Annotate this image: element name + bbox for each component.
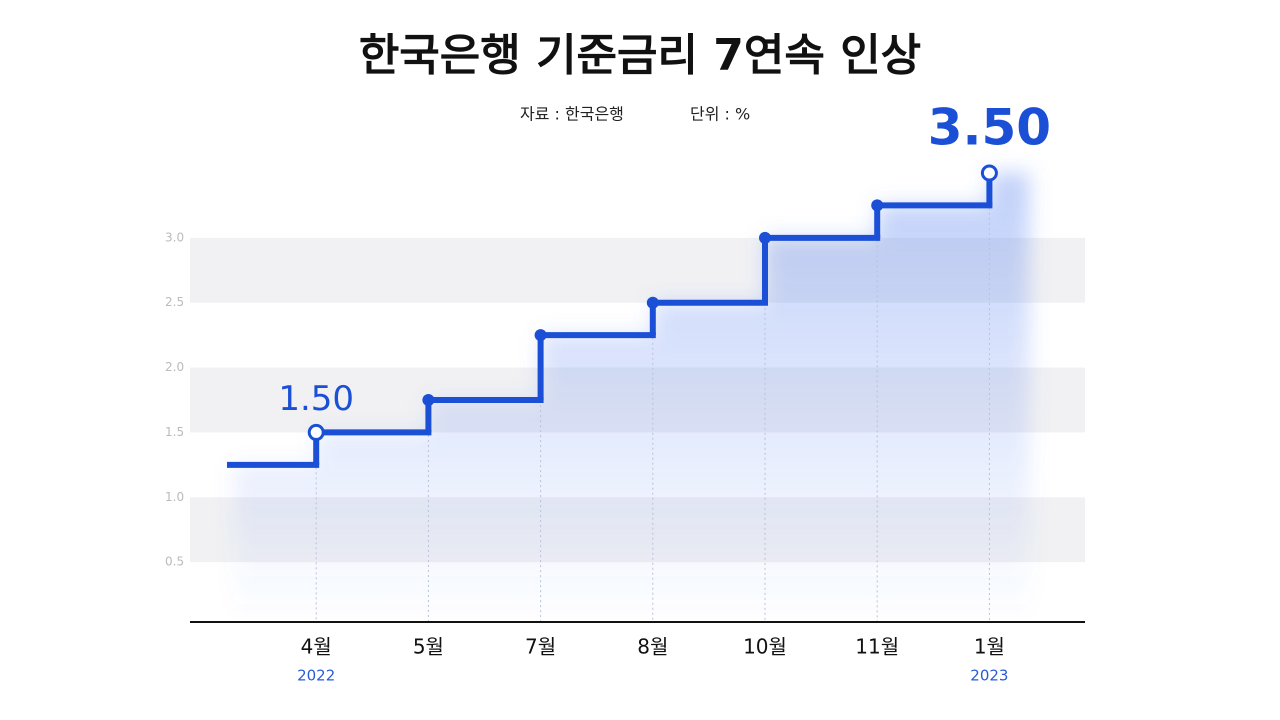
x-tick-label: 11월 [855, 635, 899, 659]
chart-title: 한국은행 기준금리 7연속 인상 [359, 30, 921, 81]
point [759, 231, 771, 244]
area-glow [234, 173, 1030, 622]
year-label: 2023 [970, 667, 1008, 685]
point [422, 394, 435, 406]
y-tick-label: 0.5 [165, 555, 184, 569]
y-tick-label: 1.0 [165, 490, 184, 504]
x-tick-label: 5월 [413, 635, 444, 659]
value-label: 1.50 [278, 379, 354, 419]
source-note: 자료 : 한국은행 [520, 105, 624, 124]
value-label: 3.50 [928, 99, 1051, 157]
point [871, 199, 884, 212]
point [980, 164, 998, 182]
x-tick-label: 8월 [637, 635, 668, 659]
y-tick-label: 3.0 [165, 230, 184, 244]
x-tick-label: 7월 [525, 635, 556, 659]
unit-note: 단위 : % [690, 105, 750, 124]
y-tick-label: 2.5 [165, 295, 184, 309]
y-tick-label: 2.0 [165, 360, 184, 374]
y-tick-label: 1.5 [165, 425, 184, 439]
point [646, 296, 659, 309]
year-label: 2022 [297, 667, 335, 685]
x-tick-label: 1월 [974, 635, 1005, 659]
point [534, 329, 547, 342]
x-tick-label: 4월 [301, 635, 332, 659]
point [307, 423, 325, 441]
x-tick-label: 10월 [743, 635, 787, 659]
